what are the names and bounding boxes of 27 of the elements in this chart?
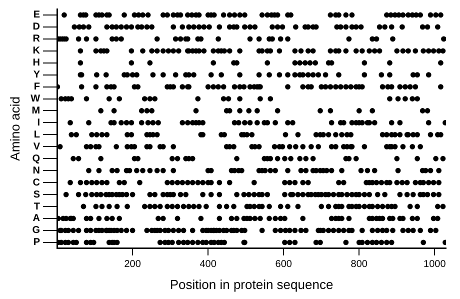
y-tick-label: T	[34, 201, 40, 212]
y-tick-label: M	[32, 105, 40, 116]
y-tick-label: Y	[33, 70, 40, 81]
y-tick-label: N	[32, 165, 40, 176]
y-tick-label: L	[34, 129, 40, 140]
y-tick-label: P	[33, 237, 40, 248]
x-tick-label: 1000	[424, 259, 446, 270]
y-tick-label: C	[32, 177, 40, 188]
y-tick-label: I	[37, 117, 40, 128]
x-tick-label: 400	[200, 259, 217, 270]
x-axis-title: Position in protein sequence	[170, 276, 334, 292]
y-tick-label: G	[32, 225, 40, 236]
x-tick-label: 600	[275, 259, 292, 270]
y-tick-label: D	[32, 22, 40, 33]
y-tick-label: S	[33, 189, 40, 200]
x-tick-label: 800	[350, 259, 368, 270]
y-tick-label: R	[32, 34, 41, 45]
y-tick-label: E	[33, 10, 40, 21]
y-tick-label: K	[32, 46, 41, 57]
y-axis-title: Amino acid	[7, 96, 22, 161]
y-tick-label: W	[30, 94, 41, 105]
y-tick-label: V	[33, 141, 40, 152]
x-tick-label: 200	[124, 259, 142, 270]
y-tick-label: A	[32, 213, 40, 224]
y-tick-label: F	[34, 82, 40, 93]
y-tick-label: H	[32, 58, 40, 69]
y-tick-label: Q	[32, 153, 40, 164]
